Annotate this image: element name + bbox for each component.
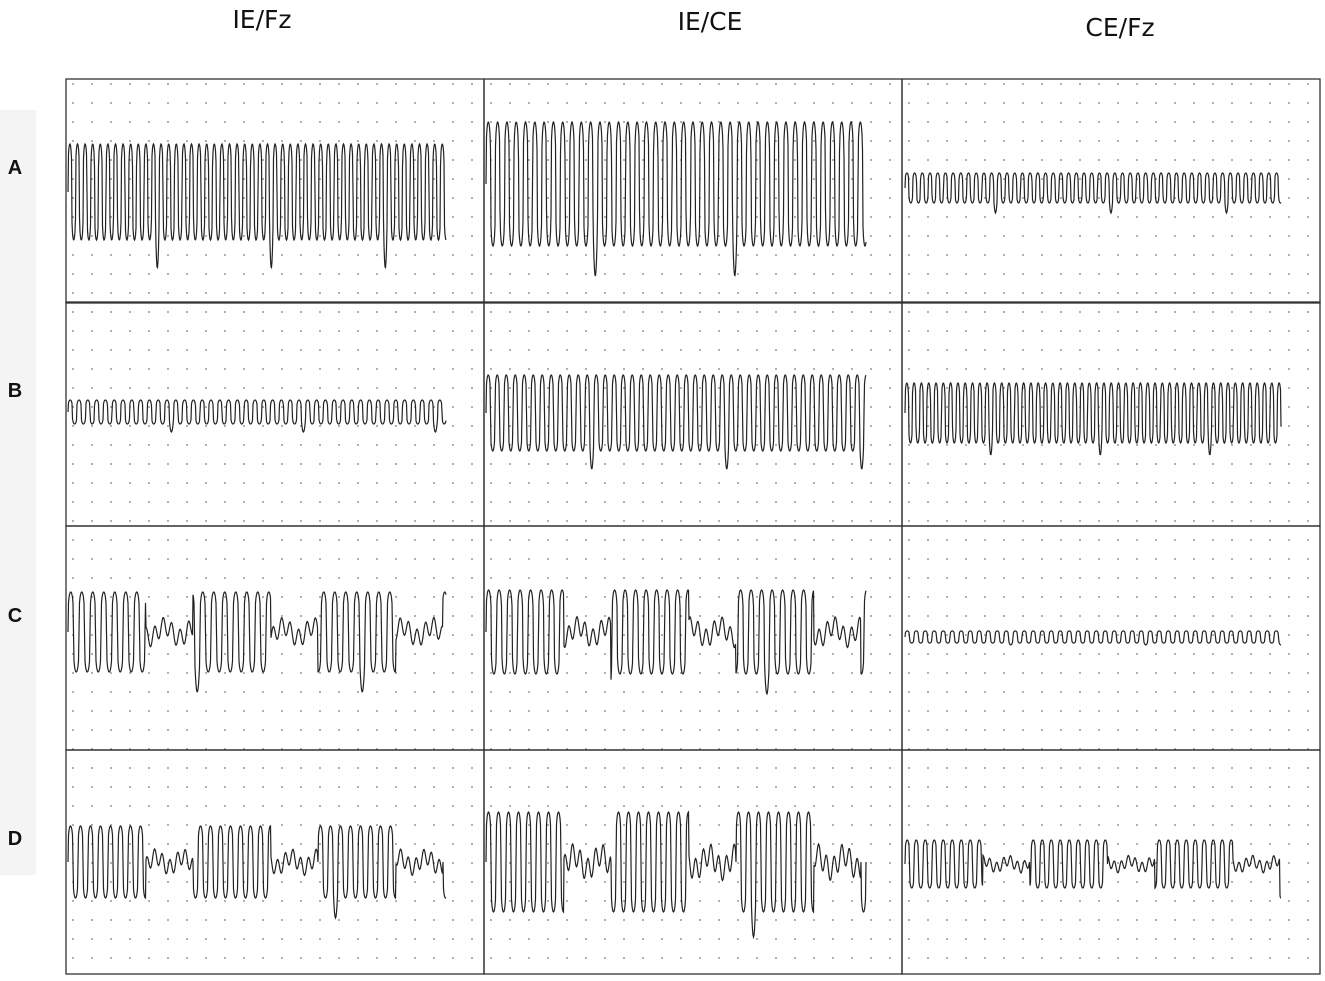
row-label: A xyxy=(8,157,22,179)
column-header: CE/Fz xyxy=(1085,13,1154,42)
row-label: D xyxy=(8,828,22,850)
trace xyxy=(904,839,1282,899)
label-strip xyxy=(0,110,36,875)
panel xyxy=(901,301,1321,527)
trace xyxy=(67,142,447,270)
trace xyxy=(67,399,447,433)
row-label: B xyxy=(8,380,22,402)
column-header: IE/Fz xyxy=(232,5,291,34)
panel xyxy=(901,749,1321,975)
panel xyxy=(483,525,903,751)
trace xyxy=(67,824,447,920)
column-header: IE/CE xyxy=(678,7,743,36)
trace xyxy=(904,381,1282,456)
panel-grid xyxy=(65,78,1321,975)
panel xyxy=(901,525,1321,751)
trace xyxy=(904,630,1281,646)
panel xyxy=(483,78,903,304)
trace xyxy=(67,591,447,693)
row-label: C xyxy=(8,605,22,627)
trace xyxy=(485,374,867,470)
trace xyxy=(904,172,1282,215)
trace xyxy=(485,120,867,277)
trace xyxy=(485,810,867,940)
panel xyxy=(901,78,1321,304)
trace xyxy=(485,589,867,696)
